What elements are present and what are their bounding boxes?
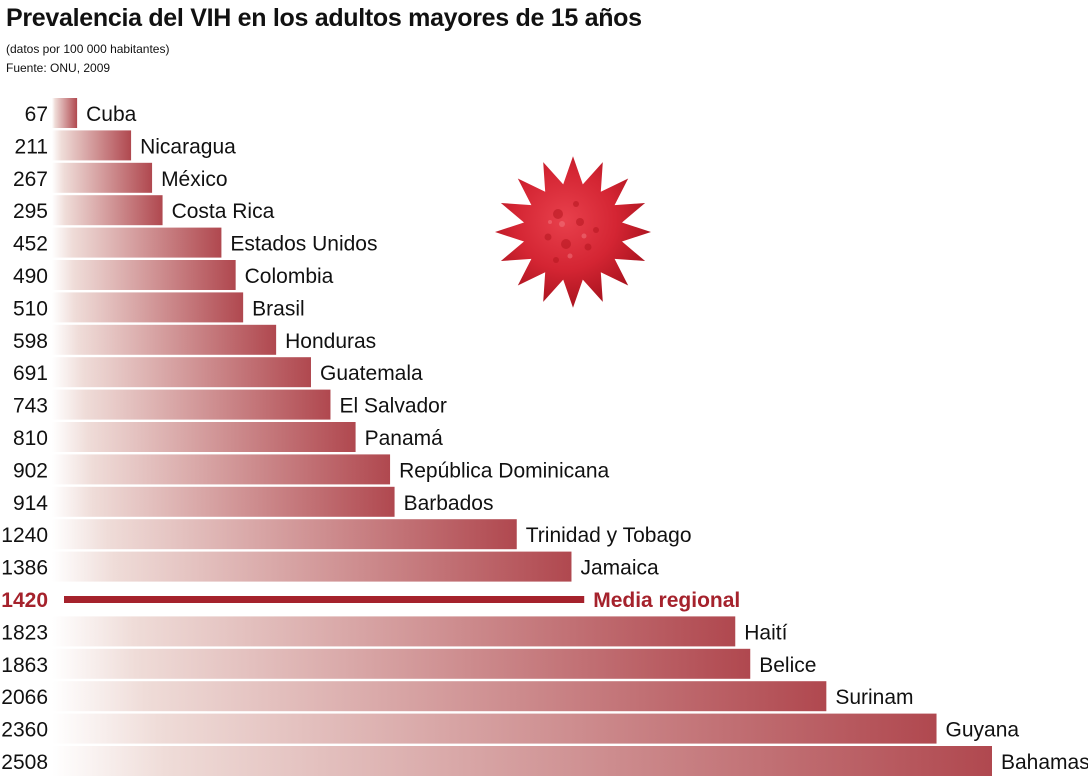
value-label: 743: [13, 395, 48, 418]
value-label: 1863: [1, 654, 48, 677]
bar: [52, 422, 356, 452]
bar: [52, 292, 244, 323]
bar: [52, 648, 751, 679]
value-label: 295: [13, 200, 48, 223]
value-label: 2508: [1, 751, 48, 774]
category-label: Nicaragua: [140, 135, 236, 158]
category-label: Colombia: [245, 265, 334, 288]
average-category-label: Media regional: [593, 589, 740, 612]
category-label: Honduras: [285, 330, 376, 353]
bar: [52, 195, 163, 226]
category-label: Bahamas: [1001, 751, 1088, 774]
category-label: Haití: [744, 621, 787, 644]
virus-icon: [495, 156, 651, 308]
bar: [52, 324, 277, 355]
average-line: [64, 596, 585, 603]
bar: [52, 260, 236, 290]
value-label: 1240: [1, 524, 48, 547]
chart-source: Fuente: ONU, 2009: [6, 61, 111, 75]
bar: [52, 681, 827, 712]
category-label: Belice: [759, 654, 816, 677]
average-value-label: 1420: [1, 589, 48, 612]
category-label: Estados Unidos: [230, 233, 377, 256]
value-label: 1386: [1, 557, 48, 580]
category-label: El Salvador: [339, 395, 446, 418]
bar: [52, 746, 992, 776]
value-label: 598: [13, 330, 48, 353]
category-label: Guyana: [946, 719, 1020, 742]
value-label: 914: [13, 492, 48, 515]
value-label: 1823: [1, 621, 48, 644]
bar: [52, 454, 391, 485]
value-label: 2360: [1, 719, 48, 742]
bar: [52, 357, 311, 388]
value-label: 510: [13, 297, 48, 320]
value-label: 810: [13, 427, 48, 450]
value-label: 267: [13, 168, 48, 191]
category-label: México: [161, 168, 228, 191]
category-label: Barbados: [404, 492, 494, 515]
bar: [52, 389, 331, 420]
bar: [52, 519, 517, 550]
category-label: Costa Rica: [172, 200, 275, 223]
chart-subtitle: (datos por 100 000 habitantes): [6, 42, 170, 56]
category-label: Panamá: [365, 427, 444, 450]
bar: [52, 551, 572, 582]
value-label: 452: [13, 233, 48, 256]
category-label: Guatemala: [320, 362, 423, 385]
bar: [52, 227, 222, 258]
bar: [52, 486, 395, 517]
value-label: 2066: [1, 686, 48, 709]
bar: [52, 98, 78, 128]
value-label: 902: [13, 459, 48, 482]
value-label: 490: [13, 265, 48, 288]
bar: [52, 130, 132, 161]
value-label: 67: [25, 103, 48, 126]
value-label: 211: [15, 135, 48, 158]
bar: [52, 616, 736, 647]
category-label: Trinidad y Tobago: [526, 524, 692, 547]
bar: [52, 162, 153, 193]
bars-layer: 67 Cuba 211 Nicaragua 267 México 295 Costa Rica…: [1, 98, 1088, 776]
chart-title: Prevalencia del VIH en los adultos mayor…: [6, 4, 642, 32]
category-label: República Dominicana: [399, 459, 609, 482]
category-label: Jamaica: [580, 557, 659, 580]
value-label: 691: [13, 362, 48, 385]
category-label: Surinam: [835, 686, 913, 709]
bar: [52, 713, 937, 744]
category-label: Brasil: [252, 297, 305, 320]
category-label: Cuba: [86, 103, 137, 126]
